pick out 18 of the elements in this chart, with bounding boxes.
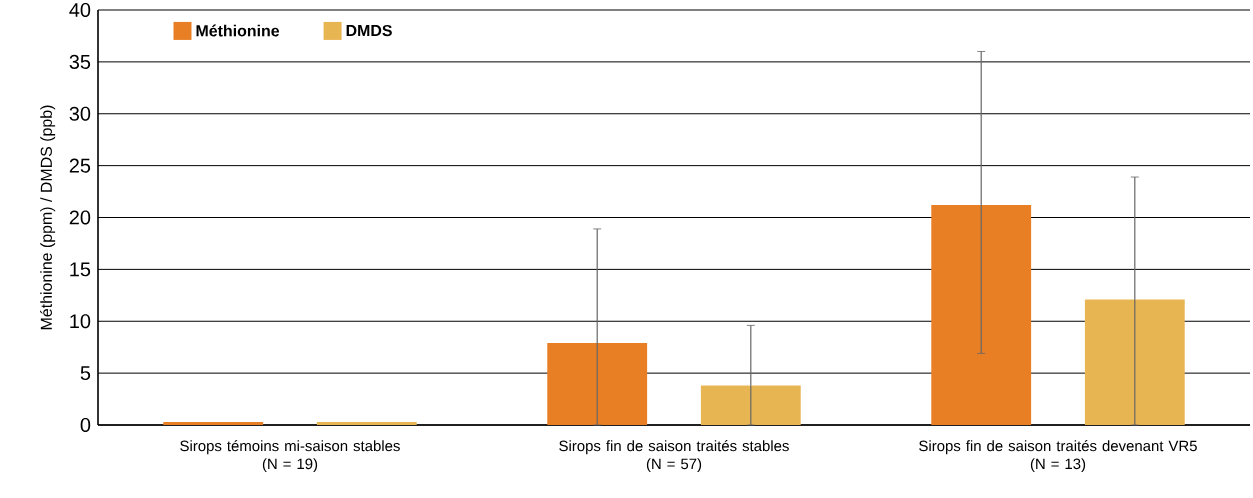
y-tick-label: 25: [69, 158, 91, 173]
y-tick-label: 20: [69, 210, 91, 225]
legend-label: Méthionine: [196, 24, 280, 37]
x-tick-label: Sirops témoins mi-saison stables (N = 19): [180, 440, 400, 473]
legend-label: DMDS: [346, 24, 392, 37]
y-tick-label: 30: [69, 106, 91, 121]
y-tick-label: 40: [69, 2, 91, 18]
bar: [163, 421, 264, 425]
bar: [700, 385, 801, 425]
x-tick-label: Sirops fin de saison traités devenant VR5 (N = 13): [919, 440, 1197, 473]
y-tick-label: 0: [80, 417, 91, 433]
y-tick-label: 10: [70, 314, 91, 329]
y-tick-label: 5: [80, 366, 91, 381]
bar: [316, 421, 417, 425]
y-axis-title: Méthionine (ppm) / DMDS (ppb): [40, 105, 56, 330]
x-tick-label: Sirops fin de saison traités stables (N = 57): [559, 440, 789, 473]
y-tick-label: 35: [69, 54, 91, 69]
y-tick-label: 15: [70, 262, 91, 277]
